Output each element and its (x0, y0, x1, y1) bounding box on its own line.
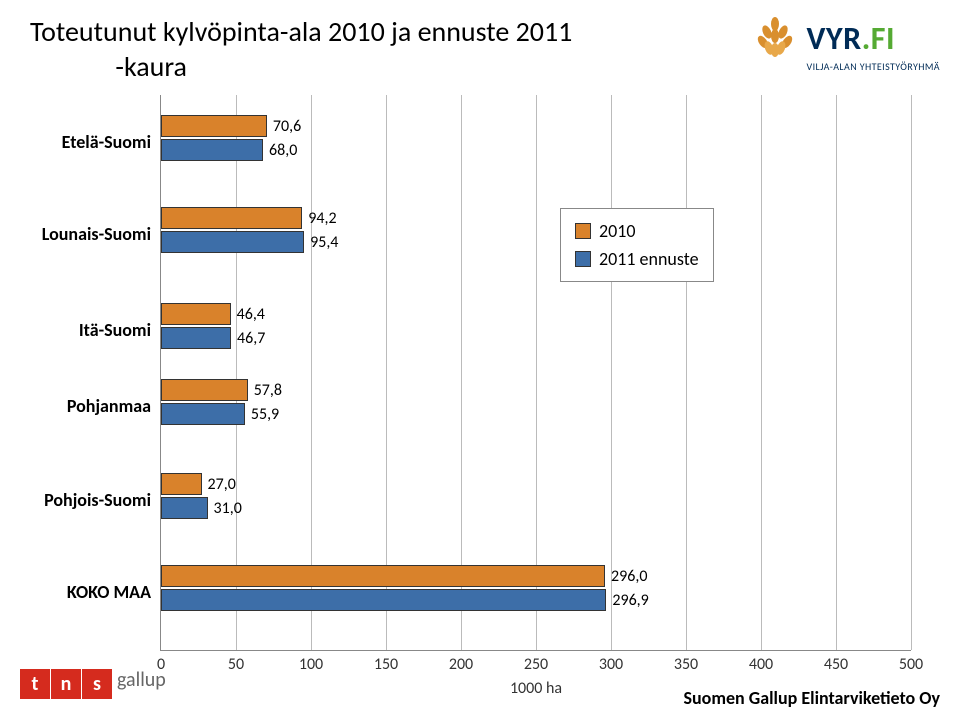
logo-subtitle: VILJA-ALAN YHTEISTYÖRYHMÄ (807, 60, 940, 73)
bar-value-label: 95,4 (310, 233, 338, 252)
bar-value-label: 57,8 (254, 381, 282, 400)
bar (161, 303, 231, 325)
legend-label: 2010 (599, 220, 636, 242)
bar-value-label: 55,9 (251, 405, 279, 424)
category-label: Pohjanmaa (11, 395, 151, 417)
x-tick: 200 (449, 655, 473, 674)
bar (161, 207, 302, 229)
vyr-logo: VYR.FI VILJA-ALAN YHTEISTYÖRYHMÄ (751, 14, 940, 73)
bar-value-label: 46,4 (237, 305, 265, 324)
logo-text: VYR.FI (807, 19, 895, 58)
tns-letter: n (51, 669, 81, 699)
bar (161, 473, 202, 495)
bar (161, 379, 248, 401)
bar (161, 327, 231, 349)
legend-label: 2011 ennuste (599, 248, 699, 270)
logo-main: VYR (807, 19, 862, 58)
bar-value-label: 296,9 (612, 591, 648, 610)
x-tick: 150 (374, 655, 398, 674)
tns-letter: s (82, 669, 112, 699)
bar-value-label: 27,0 (208, 475, 236, 494)
footer-source: Suomen Gallup Elintarviketieto Oy (684, 687, 941, 709)
bar-value-label: 46,7 (237, 329, 265, 348)
legend-swatch (575, 251, 591, 267)
x-tick: 450 (824, 655, 848, 674)
logo-suffix: .FI (862, 19, 895, 58)
bar-value-label: 31,0 (214, 499, 242, 518)
chart-plot: 1000 ha 050100150200250300350400450500Et… (160, 95, 911, 651)
wheat-icon (751, 14, 799, 62)
gridline (686, 95, 687, 650)
legend-item: 2011 ennuste (575, 245, 699, 273)
tns-letter: t (20, 669, 50, 699)
x-axis-label: 1000 ha (510, 679, 562, 698)
gridline (761, 95, 762, 650)
x-tick: 300 (599, 655, 623, 674)
x-tick: 250 (524, 655, 548, 674)
category-label: KOKO MAA (11, 581, 151, 603)
x-tick: 350 (674, 655, 698, 674)
category-label: Etelä-Suomi (11, 131, 151, 153)
bar-value-label: 94,2 (308, 209, 336, 228)
bar-value-label: 70,6 (273, 117, 301, 136)
bar (161, 565, 605, 587)
chart-legend: 2010 2011 ennuste (560, 208, 714, 282)
bar (161, 231, 304, 253)
bar (161, 403, 245, 425)
x-tick: 500 (899, 655, 923, 674)
bar (161, 115, 267, 137)
category-label: Pohjois-Suomi (11, 489, 151, 511)
title-line2: -kaura (115, 49, 187, 84)
x-tick: 400 (749, 655, 773, 674)
x-tick: 50 (228, 655, 244, 674)
bar-value-label: 68,0 (269, 141, 297, 160)
legend-swatch (575, 223, 591, 239)
bar (161, 139, 263, 161)
bar-value-label: 296,0 (611, 567, 647, 586)
category-label: Lounais-Suomi (11, 223, 151, 245)
tns-brand: gallup (117, 668, 166, 692)
gridline (836, 95, 837, 650)
bar (161, 497, 208, 519)
page-title: Toteutunut kylvöpinta-ala 2010 ja ennust… (30, 14, 572, 84)
gridline (911, 95, 912, 650)
category-label: Itä-Suomi (11, 319, 151, 341)
legend-item: 2010 (575, 217, 699, 245)
title-line1: Toteutunut kylvöpinta-ala 2010 ja ennust… (30, 14, 572, 49)
x-tick: 100 (299, 655, 323, 674)
bar (161, 589, 606, 611)
tns-gallup-logo: tnsgallup (20, 668, 166, 699)
